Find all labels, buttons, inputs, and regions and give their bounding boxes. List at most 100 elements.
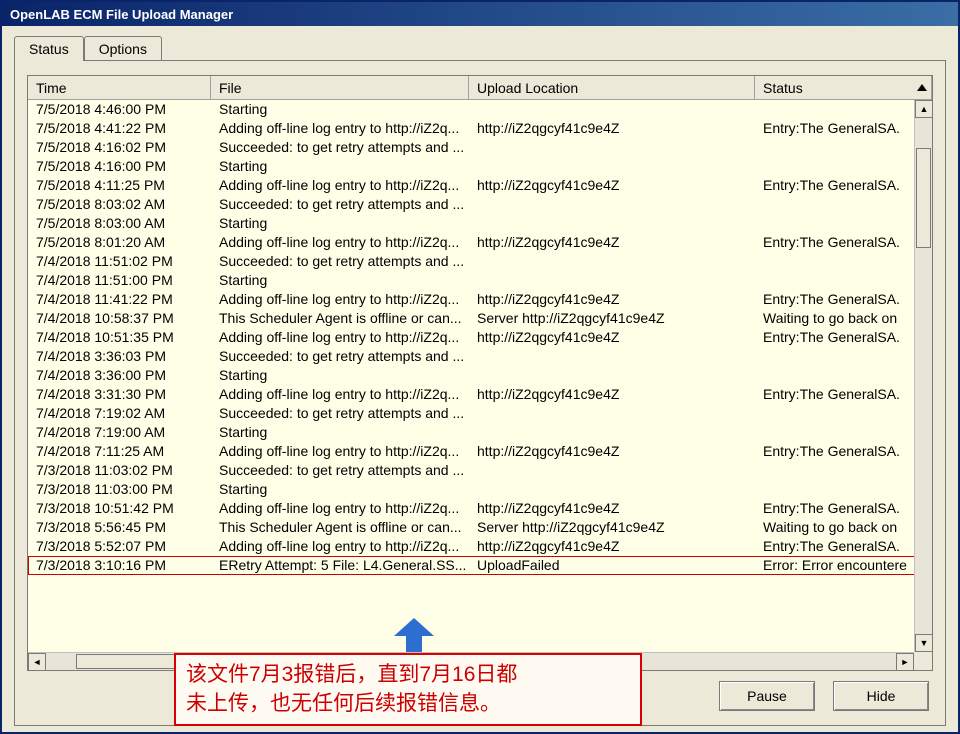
table-row[interactable]: 7/5/2018 8:03:00 AMStarting xyxy=(28,214,932,233)
cell-time: 7/3/2018 5:56:45 PM xyxy=(28,518,211,537)
column-header-status[interactable]: Status xyxy=(755,76,932,99)
cell-location: http://iZ2qgcyf41c9e4Z xyxy=(469,176,755,195)
scroll-down-icon[interactable]: ▼ xyxy=(915,634,933,652)
table-row[interactable]: 7/3/2018 11:03:02 PMSucceeded: to get re… xyxy=(28,461,932,480)
cell-time: 7/3/2018 11:03:00 PM xyxy=(28,480,211,499)
cell-location xyxy=(469,480,755,499)
tab-options-label: Options xyxy=(99,41,147,57)
cell-status xyxy=(755,195,932,214)
vertical-scrollbar[interactable]: ▲ ▼ xyxy=(914,100,932,652)
cell-file: Starting xyxy=(211,100,469,119)
table-row[interactable]: 7/4/2018 7:19:00 AMStarting xyxy=(28,423,932,442)
table-row[interactable]: 7/4/2018 7:19:02 AMSucceeded: to get ret… xyxy=(28,404,932,423)
cell-status: Error: Error encountere xyxy=(755,556,932,575)
cell-file: This Scheduler Agent is offline or can..… xyxy=(211,518,469,537)
cell-time: 7/4/2018 11:51:02 PM xyxy=(28,252,211,271)
scroll-track-v[interactable] xyxy=(915,118,932,634)
table-row[interactable]: 7/3/2018 10:51:42 PMAdding off-line log … xyxy=(28,499,932,518)
table-row[interactable]: 7/4/2018 10:58:37 PMThis Scheduler Agent… xyxy=(28,309,932,328)
table-row[interactable]: 7/4/2018 7:11:25 AMAdding off-line log e… xyxy=(28,442,932,461)
tab-options[interactable]: Options xyxy=(84,36,162,60)
table-row[interactable]: 7/3/2018 5:52:07 PMAdding off-line log e… xyxy=(28,537,932,556)
table-row[interactable]: 7/5/2018 8:01:20 AMAdding off-line log e… xyxy=(28,233,932,252)
cell-location xyxy=(469,404,755,423)
table-row[interactable]: 7/4/2018 3:36:03 PMSucceeded: to get ret… xyxy=(28,347,932,366)
cell-file: Starting xyxy=(211,214,469,233)
column-header-time[interactable]: Time xyxy=(28,76,211,99)
cell-file: Adding off-line log entry to http://iZ2q… xyxy=(211,119,469,138)
window: OpenLAB ECM File Upload Manager Status O… xyxy=(0,0,960,734)
annotation-line1: 该文件7月3报错后，直到7月16日都 xyxy=(186,661,630,689)
table-row[interactable]: 7/5/2018 4:46:00 PMStarting xyxy=(28,100,932,119)
table-row[interactable]: 7/4/2018 3:36:00 PMStarting xyxy=(28,366,932,385)
cell-location xyxy=(469,195,755,214)
table-row[interactable]: 7/3/2018 5:56:45 PMThis Scheduler Agent … xyxy=(28,518,932,537)
table-row[interactable]: 7/4/2018 10:51:35 PMAdding off-line log … xyxy=(28,328,932,347)
cell-file: Starting xyxy=(211,271,469,290)
cell-time: 7/5/2018 8:03:00 AM xyxy=(28,214,211,233)
listview[interactable]: Time File Upload Location Status 7/5/201… xyxy=(27,75,933,671)
table-row[interactable]: 7/5/2018 4:16:00 PMStarting xyxy=(28,157,932,176)
cell-file: This Scheduler Agent is offline or can..… xyxy=(211,309,469,328)
cell-location xyxy=(469,347,755,366)
cell-status: Entry:The GeneralSA. xyxy=(755,385,932,404)
cell-status: Waiting to go back on xyxy=(755,518,932,537)
window-title: OpenLAB ECM File Upload Manager xyxy=(10,7,233,22)
cell-file: Adding off-line log entry to http://iZ2q… xyxy=(211,442,469,461)
annotation-line2: 未上传，也无任何后续报错信息。 xyxy=(186,690,630,718)
column-header-file[interactable]: File xyxy=(211,76,469,99)
table-row[interactable]: 7/4/2018 3:31:30 PMAdding off-line log e… xyxy=(28,385,932,404)
table-row[interactable]: 7/3/2018 3:10:16 PMERetry Attempt: 5 Fil… xyxy=(28,556,932,575)
cell-location: Server http://iZ2qgcyf41c9e4Z xyxy=(469,309,755,328)
scroll-up-icon[interactable]: ▲ xyxy=(915,100,933,118)
cell-time: 7/4/2018 10:51:35 PM xyxy=(28,328,211,347)
cell-status: Entry:The GeneralSA. xyxy=(755,290,932,309)
scroll-left-icon[interactable]: ◄ xyxy=(28,653,46,671)
cell-status: Entry:The GeneralSA. xyxy=(755,499,932,518)
cell-file: Succeeded: to get retry attempts and ... xyxy=(211,252,469,271)
cell-time: 7/4/2018 3:36:03 PM xyxy=(28,347,211,366)
cell-status xyxy=(755,347,932,366)
cell-file: Succeeded: to get retry attempts and ... xyxy=(211,404,469,423)
pause-button[interactable]: Pause xyxy=(719,681,815,711)
titlebar[interactable]: OpenLAB ECM File Upload Manager xyxy=(2,2,958,26)
table-row[interactable]: 7/5/2018 4:16:02 PMSucceeded: to get ret… xyxy=(28,138,932,157)
cell-file: Starting xyxy=(211,480,469,499)
tab-status[interactable]: Status xyxy=(14,36,84,61)
cell-status xyxy=(755,214,932,233)
cell-time: 7/4/2018 7:11:25 AM xyxy=(28,442,211,461)
table-row[interactable]: 7/5/2018 4:11:25 PMAdding off-line log e… xyxy=(28,176,932,195)
table-row[interactable]: 7/4/2018 11:41:22 PMAdding off-line log … xyxy=(28,290,932,309)
list-body[interactable]: 7/5/2018 4:46:00 PMStarting7/5/2018 4:41… xyxy=(28,100,932,670)
table-row[interactable]: 7/5/2018 8:03:02 AMSucceeded: to get ret… xyxy=(28,195,932,214)
cell-status: Waiting to go back on xyxy=(755,309,932,328)
column-header-location[interactable]: Upload Location xyxy=(469,76,755,99)
cell-status xyxy=(755,157,932,176)
tabs-row: Status Options xyxy=(14,34,946,60)
scroll-right-icon[interactable]: ► xyxy=(896,653,914,671)
list-header: Time File Upload Location Status xyxy=(28,76,932,100)
cell-location: Server http://iZ2qgcyf41c9e4Z xyxy=(469,518,755,537)
cell-status xyxy=(755,366,932,385)
cell-time: 7/5/2018 4:11:25 PM xyxy=(28,176,211,195)
cell-file: Succeeded: to get retry attempts and ... xyxy=(211,195,469,214)
hide-button[interactable]: Hide xyxy=(833,681,929,711)
table-row[interactable]: 7/5/2018 4:41:22 PMAdding off-line log e… xyxy=(28,119,932,138)
cell-status xyxy=(755,138,932,157)
cell-status xyxy=(755,271,932,290)
cell-file: ERetry Attempt: 5 File: L4.General.SS... xyxy=(211,556,469,575)
cell-location: http://iZ2qgcyf41c9e4Z xyxy=(469,328,755,347)
cell-status: Entry:The GeneralSA. xyxy=(755,233,932,252)
scroll-corner xyxy=(914,652,932,670)
cell-time: 7/5/2018 8:01:20 AM xyxy=(28,233,211,252)
table-row[interactable]: 7/3/2018 11:03:00 PMStarting xyxy=(28,480,932,499)
cell-time: 7/3/2018 5:52:07 PM xyxy=(28,537,211,556)
cell-location: http://iZ2qgcyf41c9e4Z xyxy=(469,499,755,518)
table-row[interactable]: 7/4/2018 11:51:02 PMSucceeded: to get re… xyxy=(28,252,932,271)
cell-file: Adding off-line log entry to http://iZ2q… xyxy=(211,176,469,195)
cell-time: 7/5/2018 8:03:02 AM xyxy=(28,195,211,214)
table-row[interactable]: 7/4/2018 11:51:00 PMStarting xyxy=(28,271,932,290)
cell-status xyxy=(755,461,932,480)
scroll-thumb-v[interactable] xyxy=(916,148,931,248)
cell-status: Entry:The GeneralSA. xyxy=(755,442,932,461)
